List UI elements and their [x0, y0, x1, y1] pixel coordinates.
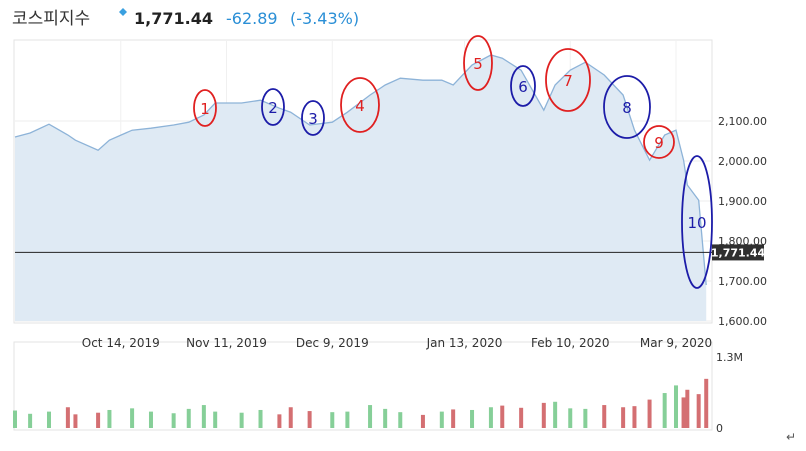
volume-bar — [258, 409, 263, 428]
x-tick-label: Mar 9, 2020 — [640, 336, 712, 350]
volume-bar — [674, 385, 679, 428]
volume-bar — [541, 402, 546, 428]
volume-bar — [439, 411, 444, 428]
annotation-circle — [340, 77, 380, 133]
annotation-circle — [603, 75, 651, 139]
y2-tick-label: 1.3M — [716, 351, 743, 364]
volume-bar — [130, 408, 135, 428]
volume-bar — [553, 401, 558, 428]
x-tick-label: Feb 10, 2020 — [531, 336, 610, 350]
volume-bar — [451, 409, 456, 428]
volume-bar — [213, 411, 218, 428]
annotation-circle — [643, 125, 675, 159]
volume-bar — [186, 408, 191, 428]
price: 1,771.44 — [134, 9, 213, 28]
annotation-label: 8 — [622, 99, 632, 117]
annotation-circle — [193, 89, 217, 127]
volume-bar — [171, 413, 176, 428]
volume-bar — [681, 397, 686, 428]
volume-bar — [704, 378, 709, 428]
volume-bar — [621, 407, 626, 428]
volume-bar — [647, 399, 652, 428]
volume-bar — [398, 412, 403, 428]
annotation-label: 5 — [473, 55, 483, 73]
annotation-label: 2 — [268, 99, 278, 117]
line — [14, 54, 707, 286]
x-tick-label: Jan 13, 2020 — [426, 336, 503, 350]
change: -62.89 — [226, 9, 278, 28]
annotation-label: 10 — [687, 214, 706, 232]
volume-bar — [568, 408, 573, 428]
index-name: 코스피지수 — [12, 9, 90, 29]
volume-bar — [73, 414, 78, 428]
volume-bar — [500, 405, 505, 428]
change-pct: (-3.43%) — [290, 9, 359, 28]
icon — [119, 8, 127, 16]
volume-bar — [602, 405, 607, 428]
volume-bar — [307, 411, 312, 428]
volume-bar — [65, 407, 70, 428]
annotation-label: 4 — [355, 97, 365, 115]
annotation-label: 3 — [308, 110, 318, 128]
volume-frame — [13, 341, 713, 431]
annotation-circle — [261, 88, 285, 126]
volume-bar — [28, 413, 33, 428]
volume-bar — [519, 407, 524, 428]
volume-bar — [696, 394, 701, 428]
volume-bar — [107, 409, 112, 428]
volume-bar — [583, 408, 588, 428]
volume-bar — [330, 412, 335, 428]
y2-tick-label: 0 — [716, 422, 723, 435]
annotation-circle — [545, 48, 591, 112]
mark: ↵ — [786, 430, 796, 444]
y-tick-label: 1,600.00 — [718, 315, 767, 328]
annotation-circle — [510, 65, 536, 107]
y-tick-label: 2,100.00 — [718, 115, 767, 128]
volume-bar — [13, 410, 17, 428]
volume-bar — [201, 405, 206, 428]
x-tick-label: Oct 14, 2019 — [82, 336, 160, 350]
price-label: 1,771.44 — [711, 246, 766, 259]
volume-bar — [632, 406, 637, 428]
volume-bar — [239, 412, 244, 428]
price-badge — [712, 244, 764, 261]
volume-bar — [368, 405, 373, 428]
volume-bar — [685, 389, 690, 428]
y-tick-label: 2,000.00 — [718, 155, 767, 168]
volume-bar — [46, 411, 51, 428]
area-fill — [15, 55, 707, 321]
volume-bar — [345, 411, 350, 428]
x-tick-label: Dec 9, 2019 — [296, 336, 369, 350]
annotation-circle — [681, 155, 713, 289]
volume-bar — [420, 414, 425, 428]
annotation-circle — [301, 100, 325, 136]
annotation-label: 7 — [563, 72, 573, 90]
volume-bar — [470, 409, 475, 428]
volume-bar — [96, 412, 101, 428]
y-tick-label: 1,900.00 — [718, 195, 767, 208]
x-tick-label: Nov 11, 2019 — [186, 336, 267, 350]
volume-bar — [488, 407, 493, 428]
volume-bar — [277, 414, 282, 428]
volume-bar — [288, 407, 293, 428]
volume-bar — [148, 411, 153, 428]
annotation-label: 1 — [200, 100, 210, 118]
annotation-label: 9 — [654, 134, 664, 152]
volume-bar — [383, 408, 388, 428]
annotation-circle — [463, 35, 493, 91]
y-tick-label: 1,700.00 — [718, 275, 767, 288]
annotation-label: 6 — [518, 78, 528, 96]
volume-bar — [662, 393, 667, 428]
